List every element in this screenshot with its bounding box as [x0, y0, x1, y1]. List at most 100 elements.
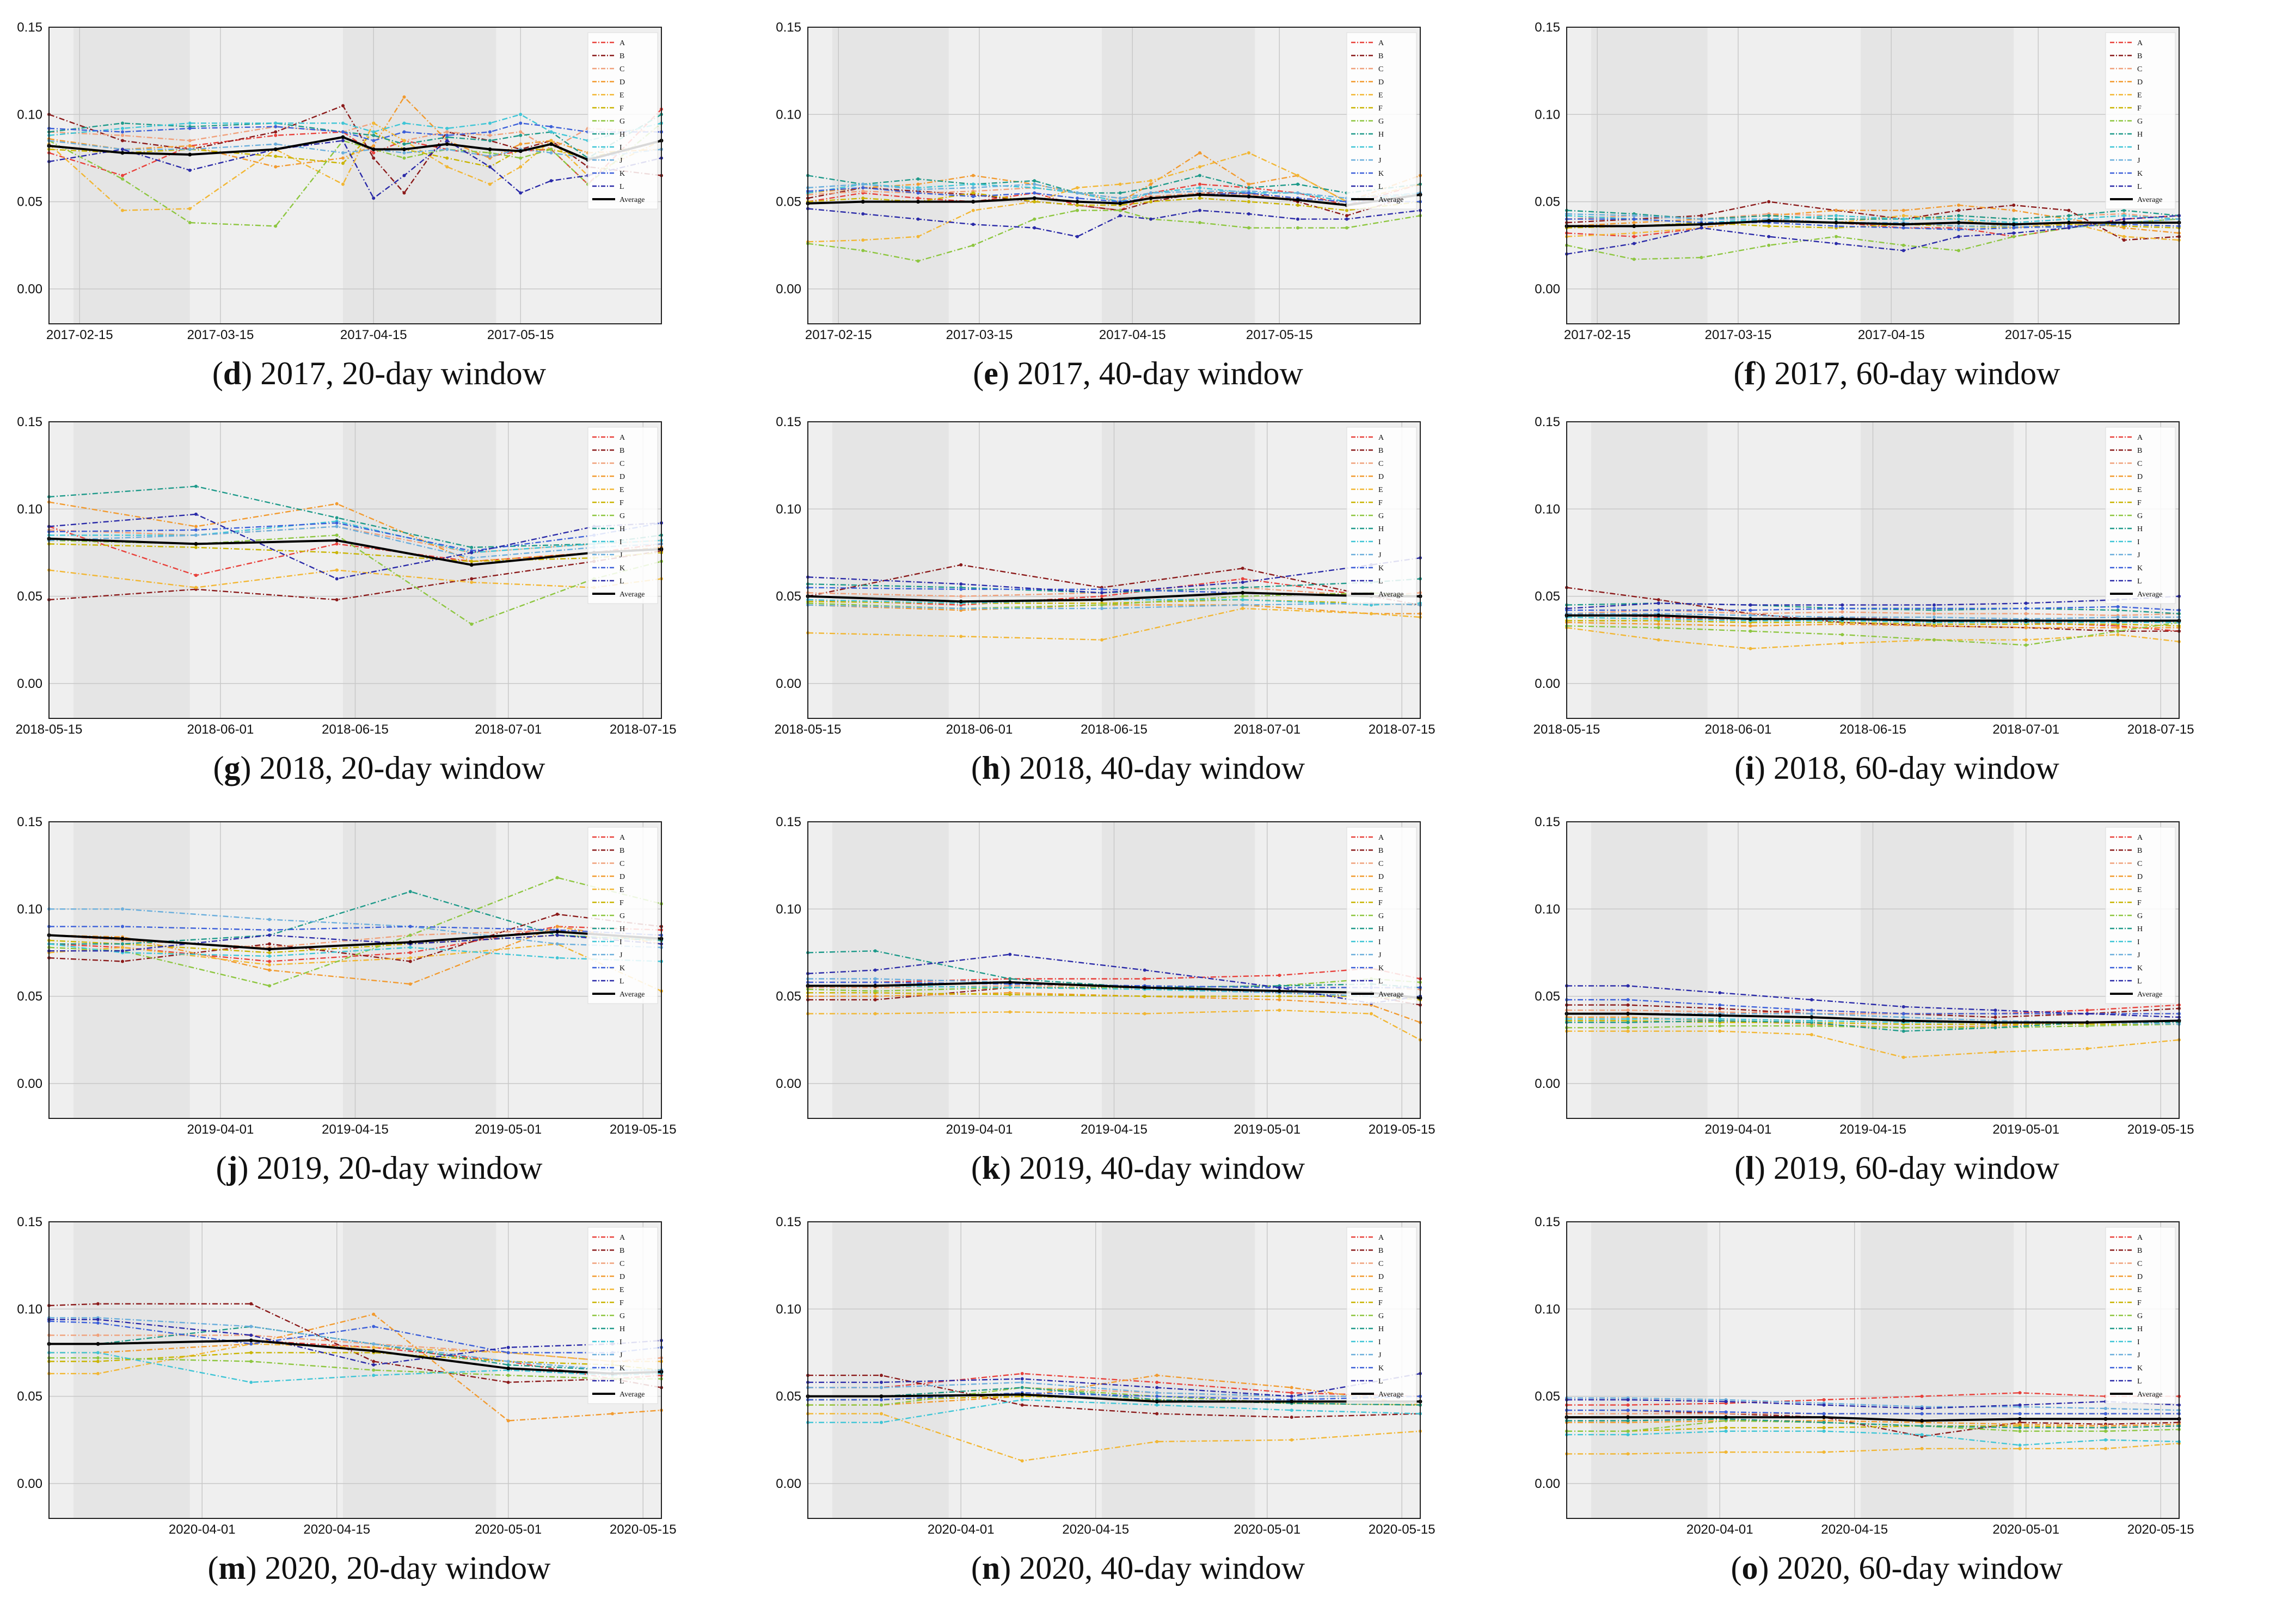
- data-point-h: [1901, 1029, 1905, 1033]
- data-point-k: [506, 1351, 510, 1355]
- data-point-g: [861, 249, 865, 253]
- data-point-h: [1993, 1026, 1997, 1030]
- data-point-l: [335, 577, 339, 581]
- legend-box: [2105, 827, 2176, 1004]
- legend-entry-b: B: [1378, 447, 1383, 455]
- chart-panel-f: 0.15 0.10 0.05 0.00 2017-02-15 2017-03-15 2017…: [1518, 0, 2276, 406]
- data-point-g: [1901, 243, 1905, 247]
- y-tick-label: 0.05: [17, 989, 42, 1004]
- data-point-j: [341, 151, 345, 155]
- series-line-b: [808, 1374, 1421, 1418]
- data-point-e: [470, 580, 474, 584]
- chart-panel-j: 0.15 0.10 0.05 0.00 2019-04-01 2019-04-15 2019…: [0, 795, 758, 1201]
- data-point-a: [1278, 974, 1281, 977]
- data-point-d: [971, 174, 975, 177]
- data-point-k: [121, 925, 124, 928]
- legend-entry-g: G: [2137, 512, 2143, 520]
- legend-entry-k: K: [619, 564, 625, 573]
- legend-box: [2105, 1227, 2176, 1404]
- data-point-h: [873, 949, 877, 953]
- series-line-f: [1567, 1020, 2179, 1025]
- data-point-e: [2085, 1047, 2089, 1050]
- data-point-k: [971, 194, 975, 198]
- data-point-average: [1749, 617, 1752, 621]
- data-point-b: [1700, 214, 1703, 218]
- series-line-h: [807, 578, 1421, 594]
- x-tick-label: 2020-04-01: [169, 1522, 236, 1537]
- data-point-i: [1920, 1433, 1924, 1437]
- x-tick-label: 2018-05-15: [775, 722, 842, 737]
- data-point-g: [506, 1374, 510, 1377]
- data-point-e: [1901, 1055, 1905, 1059]
- data-point-i: [1198, 186, 1201, 189]
- data-point-d: [1198, 151, 1201, 155]
- y-tick-label: 0.15: [1535, 815, 1560, 829]
- x-tick-label: 2019-04-15: [1839, 1122, 1906, 1137]
- legend-entry-a: A: [2137, 39, 2143, 47]
- data-point-a: [1020, 1371, 1024, 1375]
- legend-entry-i: I: [2137, 1338, 2140, 1346]
- data-point-average: [1809, 1015, 1814, 1019]
- data-point-i: [96, 1351, 100, 1355]
- data-point-h: [1020, 1386, 1024, 1389]
- y-tick-label: 0.05: [776, 195, 801, 210]
- x-tick-label: 2019-05-15: [610, 1122, 677, 1137]
- plot-frame: [48, 421, 662, 719]
- chart-panel-g: 0.15 0.10 0.05 0.00 2018-05-15 2018-06-01 2018…: [0, 395, 758, 801]
- y-tick-label: 0.05: [17, 1389, 42, 1404]
- data-point-average: [1032, 196, 1036, 200]
- data-point-k: [2018, 1412, 2022, 1416]
- data-point-e: [372, 1345, 376, 1349]
- data-point-f: [1296, 204, 1299, 207]
- data-point-f: [445, 156, 449, 160]
- data-point-c: [1933, 612, 1936, 616]
- data-point-j: [1901, 1016, 1905, 1019]
- legend-entry-k: K: [2137, 170, 2143, 178]
- legend-entry-average: Average: [2137, 1391, 2162, 1399]
- plot-frame: [48, 821, 662, 1119]
- legend-entry-f: F: [619, 899, 624, 907]
- series-line-i: [1566, 616, 2179, 623]
- data-point-l: [1993, 1008, 1997, 1012]
- data-point-e: [1632, 231, 1636, 235]
- data-point-k: [372, 139, 376, 143]
- data-point-l: [549, 179, 553, 183]
- x-tick-label: 2018-05-15: [1533, 722, 1600, 737]
- y-tick-label: 0.15: [1535, 415, 1560, 429]
- data-point-e: [1296, 174, 1299, 177]
- chart-panel-n: 0.15 0.10 0.05 0.00 2020-04-01 2020-04-15 2020…: [759, 1195, 1517, 1601]
- data-point-l: [1901, 249, 1905, 253]
- x-tick-label: 2017-04-15: [1099, 328, 1166, 342]
- data-point-f: [1076, 204, 1079, 207]
- data-point-j: [1033, 182, 1036, 186]
- data-point-k: [2104, 1412, 2107, 1416]
- panel-caption-text: 2020, 40-day window: [1011, 1550, 1305, 1586]
- data-point-b: [2067, 208, 2071, 212]
- data-point-e: [121, 945, 124, 949]
- data-point-b: [1626, 1003, 1630, 1007]
- legend-entry-k: K: [619, 170, 625, 178]
- data-point-f: [96, 1360, 100, 1363]
- legend-entry-average: Average: [1378, 196, 1403, 204]
- chart-panel-i: 0.15 0.10 0.05 0.00 2018-05-15 2018-06-01 2018…: [1518, 395, 2276, 801]
- data-point-h: [408, 890, 412, 894]
- data-point-k: [873, 980, 877, 984]
- series-line-b: [1566, 587, 2179, 632]
- shade-band: [1102, 27, 1255, 324]
- x-tick-label: 2019-05-01: [1234, 1122, 1300, 1137]
- data-point-e: [916, 235, 920, 238]
- series-line-j: [49, 908, 662, 948]
- legend-entry-a: A: [619, 1234, 625, 1242]
- data-point-e: [1718, 1029, 1722, 1033]
- data-point-l: [1241, 580, 1244, 584]
- chart-svg-l: 0.15 0.10 0.05 0.00 2019-04-01 2019-04-15 2019…: [1535, 815, 2194, 1137]
- data-point-g: [1632, 257, 1636, 261]
- data-point-e: [1822, 1450, 1826, 1454]
- data-point-average: [120, 151, 125, 155]
- shade-band: [1861, 422, 2014, 718]
- legend-entry-i: I: [619, 144, 622, 152]
- panel-caption: (o) 2020, 60-day window: [1731, 1550, 2063, 1586]
- data-point-k: [1632, 217, 1636, 221]
- data-point-e: [1657, 638, 1660, 642]
